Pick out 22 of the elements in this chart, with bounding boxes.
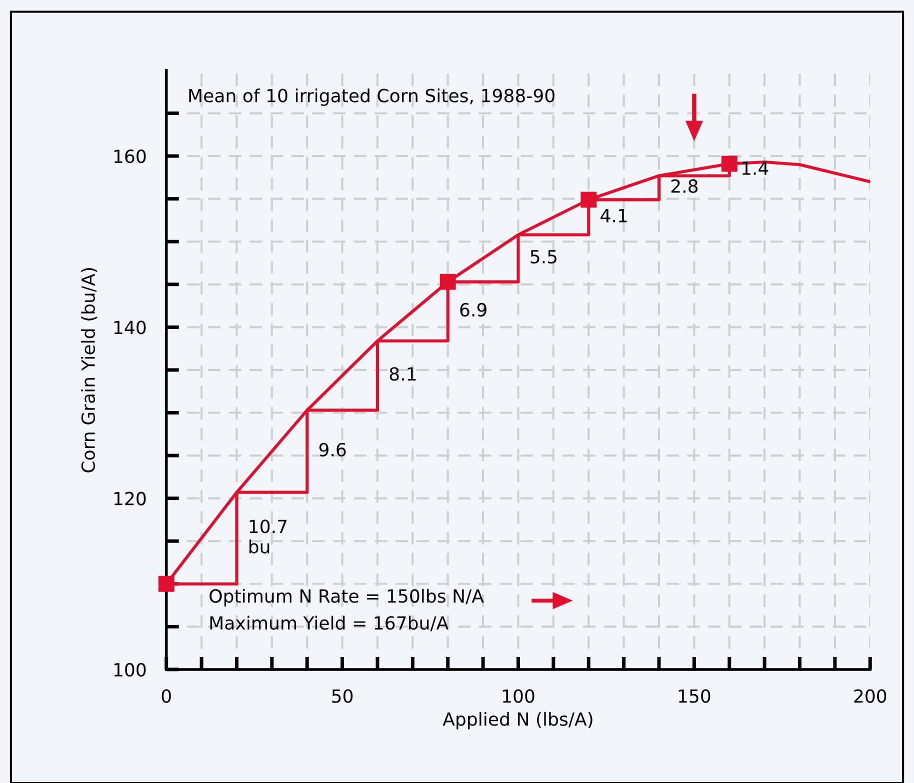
y-tick-label: 100 [114,662,146,677]
annotation: 8.1 [390,367,416,381]
x-tick-label: 150 [678,689,710,703]
annotation: 6.9 [460,302,486,317]
x-tick-label: 100 [502,689,534,703]
y-tick-label: 120 [114,492,146,506]
annotation: 9.6 [319,442,346,456]
x-tick-label: 200 [854,689,886,703]
y-tick-label: 140 [114,320,146,334]
annotation: 1.4 [742,162,768,175]
annotation: 10.7 bu [249,520,286,554]
annotation: Maximum Yield = 167bu/A [210,616,449,632]
annotation: Optimum N Rate = 150lbs N/A [210,588,484,606]
x-axis-title: Applied N (lbs/A) [442,712,592,730]
x-tick-label: 0 [162,689,171,703]
x-tick-label: 50 [332,689,353,703]
annotation: 5.5 [530,250,556,264]
annotation: Mean of 10 irrigated Corn Sites, 1988-90 [189,88,554,106]
annotation: 4.1 [600,209,627,222]
annotation: 2.8 [671,179,698,193]
y-tick-label: 160 [114,150,146,164]
y-axis-title: Corn Grain Yield (bu/A) [81,268,98,472]
